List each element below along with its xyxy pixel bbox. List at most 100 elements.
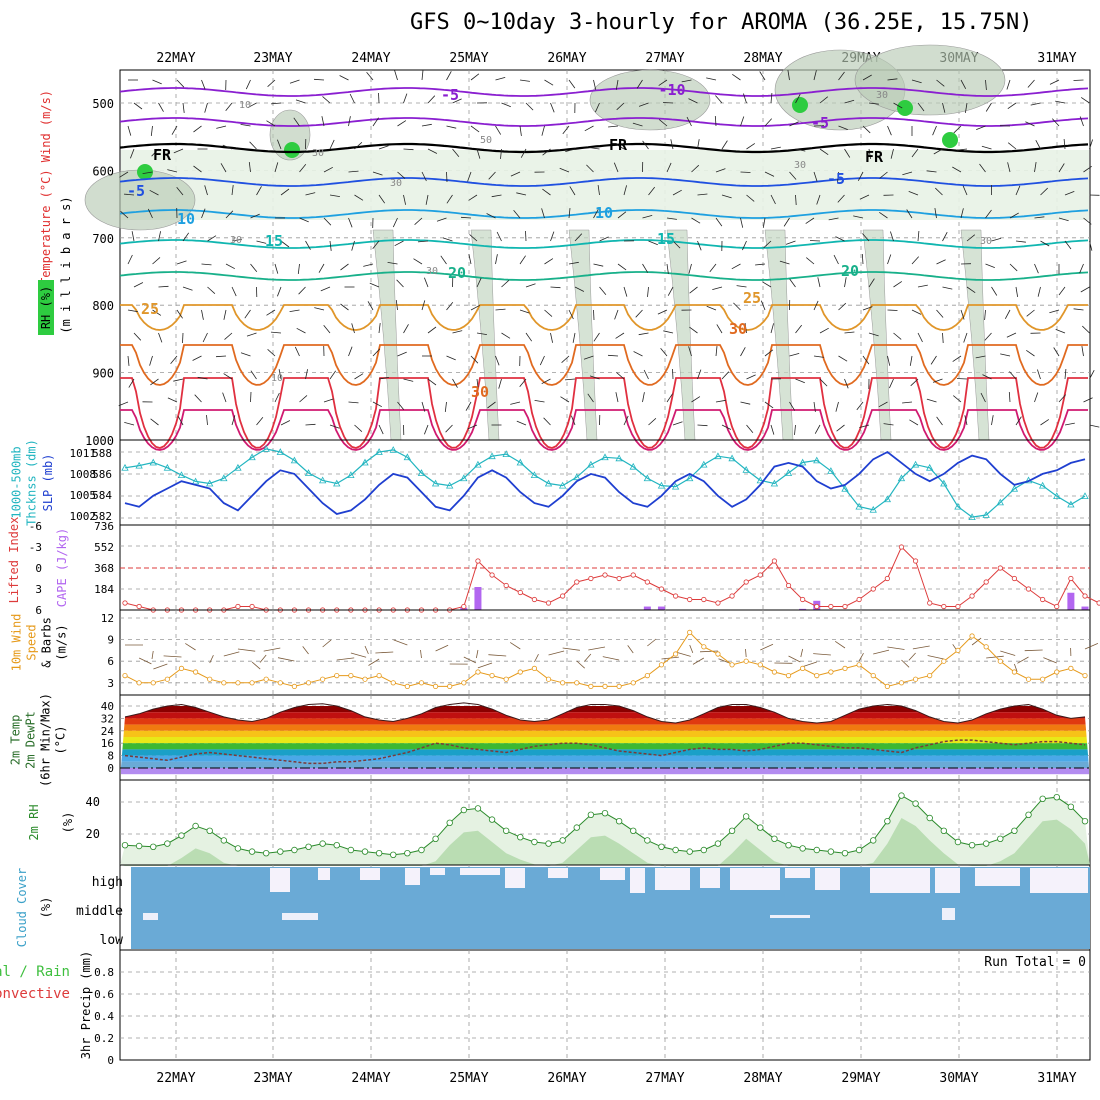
li-point (1054, 603, 1060, 610)
wind-barb (666, 393, 673, 403)
li-point (941, 603, 947, 610)
cape-tick: 368 (94, 562, 114, 575)
wind-barb (762, 217, 766, 228)
wind-barb (862, 306, 873, 311)
wind-barb (394, 240, 404, 247)
pressure-label-line: (m i l l i b a r s) (59, 196, 73, 333)
li-point (687, 596, 693, 603)
wind-barb (1049, 79, 1060, 85)
wind-barb (755, 263, 766, 266)
li-point (715, 600, 721, 606)
contour-label: 15 (265, 232, 283, 250)
li-point (955, 603, 961, 610)
slp-tick: 1005 (70, 489, 97, 502)
wind-barb (844, 148, 851, 158)
wind-barb (1008, 391, 1011, 403)
wind-barb (274, 392, 280, 403)
wind-barb (616, 372, 625, 380)
wind10-barb (237, 648, 256, 652)
wind-barb (182, 286, 193, 291)
wind-barb (354, 373, 364, 380)
thickness-point (544, 479, 553, 487)
wind-barb (1089, 139, 1093, 150)
wind-barb (837, 194, 845, 203)
wind10-point (644, 672, 650, 679)
wind-barb (295, 99, 306, 104)
thickness-point (347, 471, 355, 478)
cape-bar (643, 606, 651, 610)
li-point (884, 575, 890, 582)
wind-barb (542, 188, 551, 196)
wind-barb (149, 355, 153, 366)
wind-barb (1089, 424, 1100, 428)
wind10-point (136, 680, 142, 686)
rh2m-point (1081, 818, 1089, 825)
wind10-point (785, 672, 792, 679)
wind-barb (222, 392, 227, 403)
wind10-barb (1000, 650, 1016, 656)
li-point (672, 593, 679, 599)
temp-band (121, 761, 1089, 768)
wind10-barb (1024, 649, 1043, 652)
wind-barb (589, 375, 600, 380)
wind-barb (339, 75, 349, 81)
wind10-point (1025, 676, 1032, 682)
wind-barb (593, 209, 599, 219)
wind-barb (293, 117, 300, 127)
wind-barb (963, 332, 968, 343)
cape-label: CAPE (J/kg) (55, 528, 69, 607)
wind-barb (607, 354, 619, 357)
temp-band (121, 718, 1089, 725)
wind-barb (120, 211, 129, 219)
wind-barb (142, 171, 153, 174)
wind-barb (902, 401, 913, 404)
wind-barb (887, 309, 898, 311)
wind-barb (1058, 394, 1066, 403)
bottom-axis-label: 26MAY (547, 1071, 586, 1086)
wind-barb (1037, 286, 1041, 297)
temp-line (124, 702, 1086, 724)
cloud-gap (318, 868, 330, 880)
wind-barb (836, 424, 845, 432)
wind-barb (516, 192, 527, 196)
li-point (701, 596, 707, 603)
wind-barb (960, 309, 965, 320)
wind-barb (313, 78, 325, 81)
wind-barb (204, 102, 208, 113)
thickness-point (121, 463, 129, 471)
li-line (124, 546, 1100, 611)
rh-legend-swatch (38, 280, 54, 335)
wind-barb (363, 263, 374, 267)
wind-barb (378, 323, 381, 334)
wind-barb (372, 117, 379, 127)
wind-barb (835, 236, 845, 242)
wind-barb (779, 260, 790, 265)
bottom-axis-label: 24MAY (351, 1071, 390, 1086)
wind-barb (911, 148, 919, 158)
wind-barb (329, 240, 332, 251)
rh2m-point (841, 850, 849, 857)
wind10-barb (263, 647, 281, 652)
li-point (545, 600, 552, 606)
wind-barb (1083, 397, 1093, 403)
wind10-point (771, 669, 778, 675)
wind-barb (223, 309, 227, 320)
wind-barb (1006, 79, 1011, 90)
wind-barb (378, 194, 386, 204)
rh2m-area-dark (120, 818, 1090, 866)
wind-barb (318, 263, 325, 273)
wind-barb (446, 125, 457, 129)
wind-barb (348, 170, 359, 173)
rh-blob (854, 44, 1006, 116)
temp-wind-label-line: Temperature (°C) Wind (m/s) (39, 90, 53, 285)
wind-barb (348, 217, 353, 228)
wind-barb (1079, 263, 1084, 274)
wind10-barb (699, 650, 718, 653)
li-point (560, 593, 566, 599)
wind10-point (842, 665, 848, 672)
wind-barb (436, 217, 447, 222)
wind-barb (425, 194, 429, 205)
wind-barb (890, 231, 894, 242)
wind-barb (340, 303, 349, 311)
wind-barb (403, 324, 409, 334)
